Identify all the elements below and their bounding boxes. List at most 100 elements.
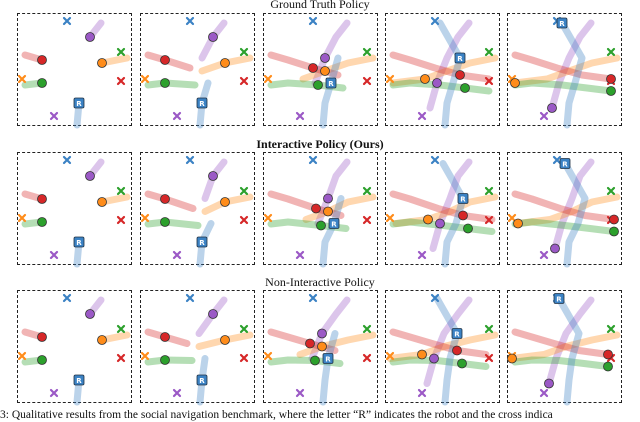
scene-panel-drawing: R (507, 16, 621, 129)
blue-goal-cross-icon (308, 293, 318, 303)
robot-label: R (325, 356, 331, 364)
blue-trajectory-trail (436, 19, 464, 129)
purple-trajectory-trail (314, 158, 351, 227)
purple-agent-marker (85, 171, 95, 181)
green-goal-cross-icon (484, 324, 494, 334)
green-trajectory-trail (389, 356, 490, 370)
blue-trajectory-trail (319, 330, 339, 406)
orange-trajectory-trail (511, 54, 621, 87)
red-agent-marker (305, 338, 315, 349)
scene-panel-drawing: R (140, 293, 254, 406)
scene-panel-drawing: R (140, 155, 254, 268)
purple-goal-cross-icon (172, 388, 182, 398)
red-agent-marker (455, 70, 465, 80)
green-agent-marker (37, 355, 47, 365)
robot-marker-icon (322, 353, 334, 364)
robot-marker-icon (73, 97, 85, 109)
robot-marker-icon (196, 236, 208, 248)
scene-panel-drawing: R (385, 293, 499, 406)
purple-trajectory-trail (551, 158, 595, 252)
orange-agent-marker (510, 78, 520, 88)
scene-panel-drawing: R (263, 155, 377, 268)
orange-goal-cross-icon (385, 74, 395, 84)
green-trajectory-trail (511, 356, 612, 370)
orange-agent-marker (317, 341, 327, 352)
robot-label: R (199, 377, 205, 385)
blue-trajectory-trail (555, 295, 583, 406)
green-agent-marker (160, 355, 170, 365)
red-agent-marker (308, 63, 318, 73)
green-goal-cross-icon (239, 47, 249, 57)
green-goal-cross-icon (362, 47, 372, 57)
orange-agent-marker (220, 197, 230, 207)
purple-agent-marker (547, 103, 557, 113)
robot-label: R (76, 239, 82, 247)
purple-agent-marker (208, 32, 218, 42)
orange-trajectory-trail (514, 193, 621, 227)
scene-panel-drawing: R (263, 293, 377, 406)
purple-trajectory-trail (311, 19, 351, 87)
red-agent-marker (458, 210, 468, 221)
robot-marker-icon (196, 97, 208, 109)
robot-marker-icon (73, 374, 85, 386)
green-goal-cross-icon (239, 186, 249, 196)
robot-label: R (562, 161, 568, 169)
purple-goal-cross-icon (172, 111, 182, 121)
green-goal-cross-icon (362, 324, 372, 334)
purple-agent-marker (320, 53, 330, 63)
scene-panel (140, 290, 255, 403)
orange-goal-cross-icon (507, 213, 517, 223)
green-goal-cross-icon (116, 47, 126, 57)
scene-panel (17, 290, 132, 403)
red-agent-marker (37, 332, 47, 342)
blue-goal-cross-icon (308, 155, 318, 165)
robot-label: R (76, 100, 82, 108)
robot-marker-icon (328, 218, 340, 229)
red-trajectory-trail (389, 51, 493, 83)
scene-panel (17, 13, 132, 126)
purple-goal-cross-icon (539, 388, 549, 398)
red-agent-marker (160, 332, 170, 342)
red-goal-cross-icon (116, 353, 126, 363)
purple-goal-cross-icon (49, 388, 59, 398)
green-trajectory-trail (511, 79, 615, 95)
purple-trajectory-trail (429, 158, 473, 252)
green-goal-cross-icon (116, 324, 126, 334)
orange-agent-marker (323, 206, 333, 217)
red-agent-marker (609, 214, 619, 225)
green-agent-marker (160, 78, 170, 88)
scene-panel (140, 152, 255, 265)
red-goal-cross-icon (362, 353, 372, 363)
orange-goal-cross-icon (263, 351, 273, 361)
blue-goal-cross-icon (185, 293, 195, 303)
orange-trajectory-trail (508, 331, 621, 362)
robot-label: R (556, 296, 562, 304)
purple-goal-cross-icon (417, 250, 427, 260)
red-goal-cross-icon (362, 215, 372, 225)
orange-trajectory-trail (386, 331, 499, 362)
purple-trajectory-trail (423, 296, 473, 387)
robot-marker-icon (556, 17, 568, 29)
green-agent-marker (160, 217, 170, 227)
blue-trajectory-trail (561, 160, 589, 268)
green-trajectory-trail (144, 79, 199, 89)
purple-goal-cross-icon (49, 250, 59, 260)
scene-panel (507, 290, 622, 403)
purple-trajectory-trail (548, 19, 595, 112)
blue-goal-cross-icon (552, 155, 562, 165)
robot-marker-icon (553, 293, 565, 304)
scene-panel (17, 152, 132, 265)
scene-panel (507, 152, 622, 265)
scene-panel (140, 13, 255, 126)
purple-agent-marker (85, 309, 95, 319)
red-goal-cross-icon (484, 76, 494, 86)
orange-goal-cross-icon (17, 74, 27, 84)
purple-agent-marker (435, 218, 445, 229)
orange-goal-cross-icon (263, 213, 273, 223)
orange-agent-marker (507, 353, 517, 364)
green-goal-cross-icon (239, 324, 249, 334)
row-title-ground-truth: Ground Truth Policy (270, 0, 370, 11)
red-agent-marker (160, 55, 170, 65)
scene-panel-drawing: R (385, 155, 499, 268)
